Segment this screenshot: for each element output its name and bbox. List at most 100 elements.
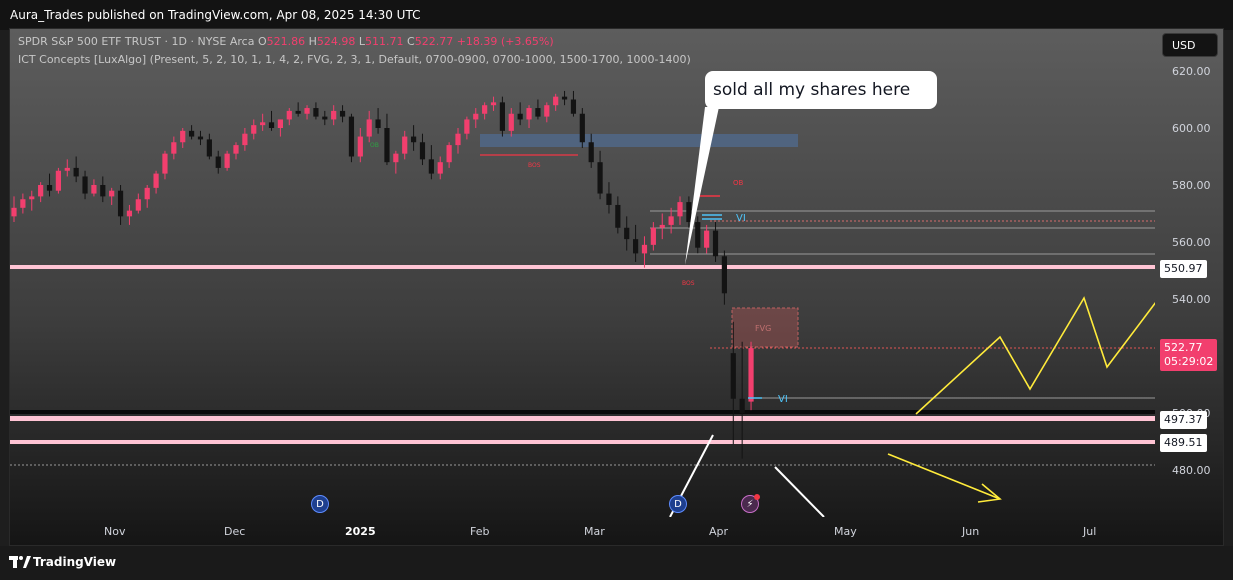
- candle-body: [455, 133, 461, 146]
- current-price-tag: 522.77 05:29:02: [1160, 339, 1218, 371]
- fvg-box: [731, 307, 799, 348]
- candle-body: [29, 196, 35, 200]
- candle-body: [277, 119, 283, 128]
- dividend-event-icon[interactable]: D: [311, 495, 329, 513]
- price-tag-550: 550.97: [1160, 260, 1207, 278]
- candle-body: [242, 133, 248, 146]
- candle-body: [544, 105, 550, 117]
- candle-body: [695, 222, 701, 248]
- candles-group: [11, 90, 754, 459]
- candle-body: [730, 353, 736, 399]
- candle-body: [304, 108, 310, 114]
- candle-body: [597, 162, 603, 194]
- candle-body: [668, 216, 674, 225]
- candle-body: [437, 162, 443, 174]
- ob-label: OB: [733, 179, 744, 187]
- annotation-callout[interactable]: sold all my shares here: [705, 71, 937, 109]
- publish-info: Aura_Trades published on TradingView.com…: [10, 8, 421, 22]
- dividend-event-icon[interactable]: D: [669, 495, 687, 513]
- candle-body: [490, 102, 497, 106]
- time-label: Feb: [470, 525, 490, 538]
- candle-body: [517, 113, 523, 120]
- price-tick: 600.00: [1172, 122, 1211, 135]
- candle-body: [251, 125, 257, 134]
- open-label: O: [257, 35, 267, 48]
- bos-label-right: BOS: [682, 280, 695, 287]
- fvg-label: FVG: [755, 324, 771, 333]
- candle-body: [704, 230, 710, 248]
- symbol-name: SPDR S&P 500 ETF TRUST · 1D · NYSE Arca: [18, 35, 255, 48]
- candle-body: [508, 113, 514, 131]
- candle-body: [55, 170, 61, 191]
- tradingview-logo-icon: [9, 556, 31, 568]
- candle-body: [641, 244, 648, 254]
- footer-bar: TradingView: [0, 546, 1233, 580]
- candle-body: [162, 153, 168, 174]
- candle-body: [268, 122, 275, 128]
- currency-button[interactable]: USD: [1162, 33, 1218, 57]
- close-value: 522.77: [414, 35, 454, 48]
- candle-body: [633, 239, 639, 254]
- candle-body: [20, 199, 26, 208]
- candle-body: [46, 185, 53, 191]
- candle-body: [686, 202, 692, 223]
- candle-body: [224, 153, 230, 168]
- price-axis[interactable]: 620.00 600.00 580.00 560.00 540.00 500.0…: [1158, 29, 1223, 545]
- low-value: 511.71: [365, 35, 404, 48]
- bos-label-left: BOS: [528, 162, 541, 169]
- candle-body: [233, 145, 239, 154]
- candle-body: [313, 108, 319, 117]
- level-489-51: [10, 440, 1155, 444]
- high-label: H: [308, 35, 317, 48]
- candle-body: [100, 185, 106, 197]
- time-label: Mar: [584, 525, 605, 538]
- bar-countdown: 05:29:02: [1164, 355, 1214, 368]
- candle-body: [650, 227, 656, 245]
- bullish-projection-path[interactable]: [915, 296, 1155, 415]
- candle-body: [197, 136, 204, 140]
- time-label: Jun: [962, 525, 980, 538]
- candle-body: [153, 173, 159, 188]
- candle-body: [189, 130, 195, 137]
- candle-body: [117, 190, 124, 217]
- candle-body: [286, 110, 292, 120]
- candle-body: [570, 99, 577, 114]
- candle-body: [384, 128, 390, 163]
- candle-body: [535, 108, 541, 117]
- price-plot[interactable]: VI VI FVG OB BOS BOS OB: [10, 29, 1155, 517]
- chart-pane[interactable]: VI VI FVG OB BOS BOS OB SPDR S&P 500 ETF…: [9, 28, 1224, 546]
- level-497-37: [10, 416, 1155, 421]
- candle-body: [126, 210, 133, 217]
- price-tick: 540.00: [1172, 293, 1211, 306]
- candle-body: [721, 256, 727, 294]
- candle-body: [748, 348, 754, 402]
- time-label: Nov: [104, 525, 126, 538]
- earnings-lightning-icon[interactable]: ⚡: [741, 494, 760, 513]
- vi-label-upper: VI: [736, 213, 746, 224]
- candle-body: [135, 199, 141, 211]
- candle-body: [64, 167, 70, 171]
- order-block-zone: [480, 134, 798, 147]
- candle-body: [11, 207, 17, 217]
- candle-body: [579, 113, 585, 143]
- bearish-projection-arrow[interactable]: [887, 453, 1001, 500]
- low-label: L: [358, 35, 366, 48]
- time-label: May: [834, 525, 857, 538]
- indicator-legend[interactable]: ICT Concepts [LuxAlgo] (Present, 5, 2, 1…: [18, 53, 691, 66]
- candle-body: [82, 176, 88, 194]
- candle-body: [677, 202, 683, 217]
- change-value: +18.39 (+3.65%): [456, 35, 554, 48]
- black-band: [10, 410, 1155, 414]
- candle-body: [606, 193, 612, 205]
- price-tag-489: 489.51: [1160, 434, 1207, 452]
- candle-body: [144, 187, 150, 200]
- candle-body: [446, 145, 452, 163]
- candle-body: [322, 116, 328, 120]
- candle-body: [402, 136, 408, 154]
- candle-body: [712, 230, 719, 257]
- price-tick: 560.00: [1172, 236, 1211, 249]
- candle-body: [393, 153, 399, 163]
- candle-body: [91, 185, 97, 194]
- symbol-legend[interactable]: SPDR S&P 500 ETF TRUST · 1D · NYSE Arca …: [18, 35, 554, 48]
- candle-body: [588, 142, 594, 163]
